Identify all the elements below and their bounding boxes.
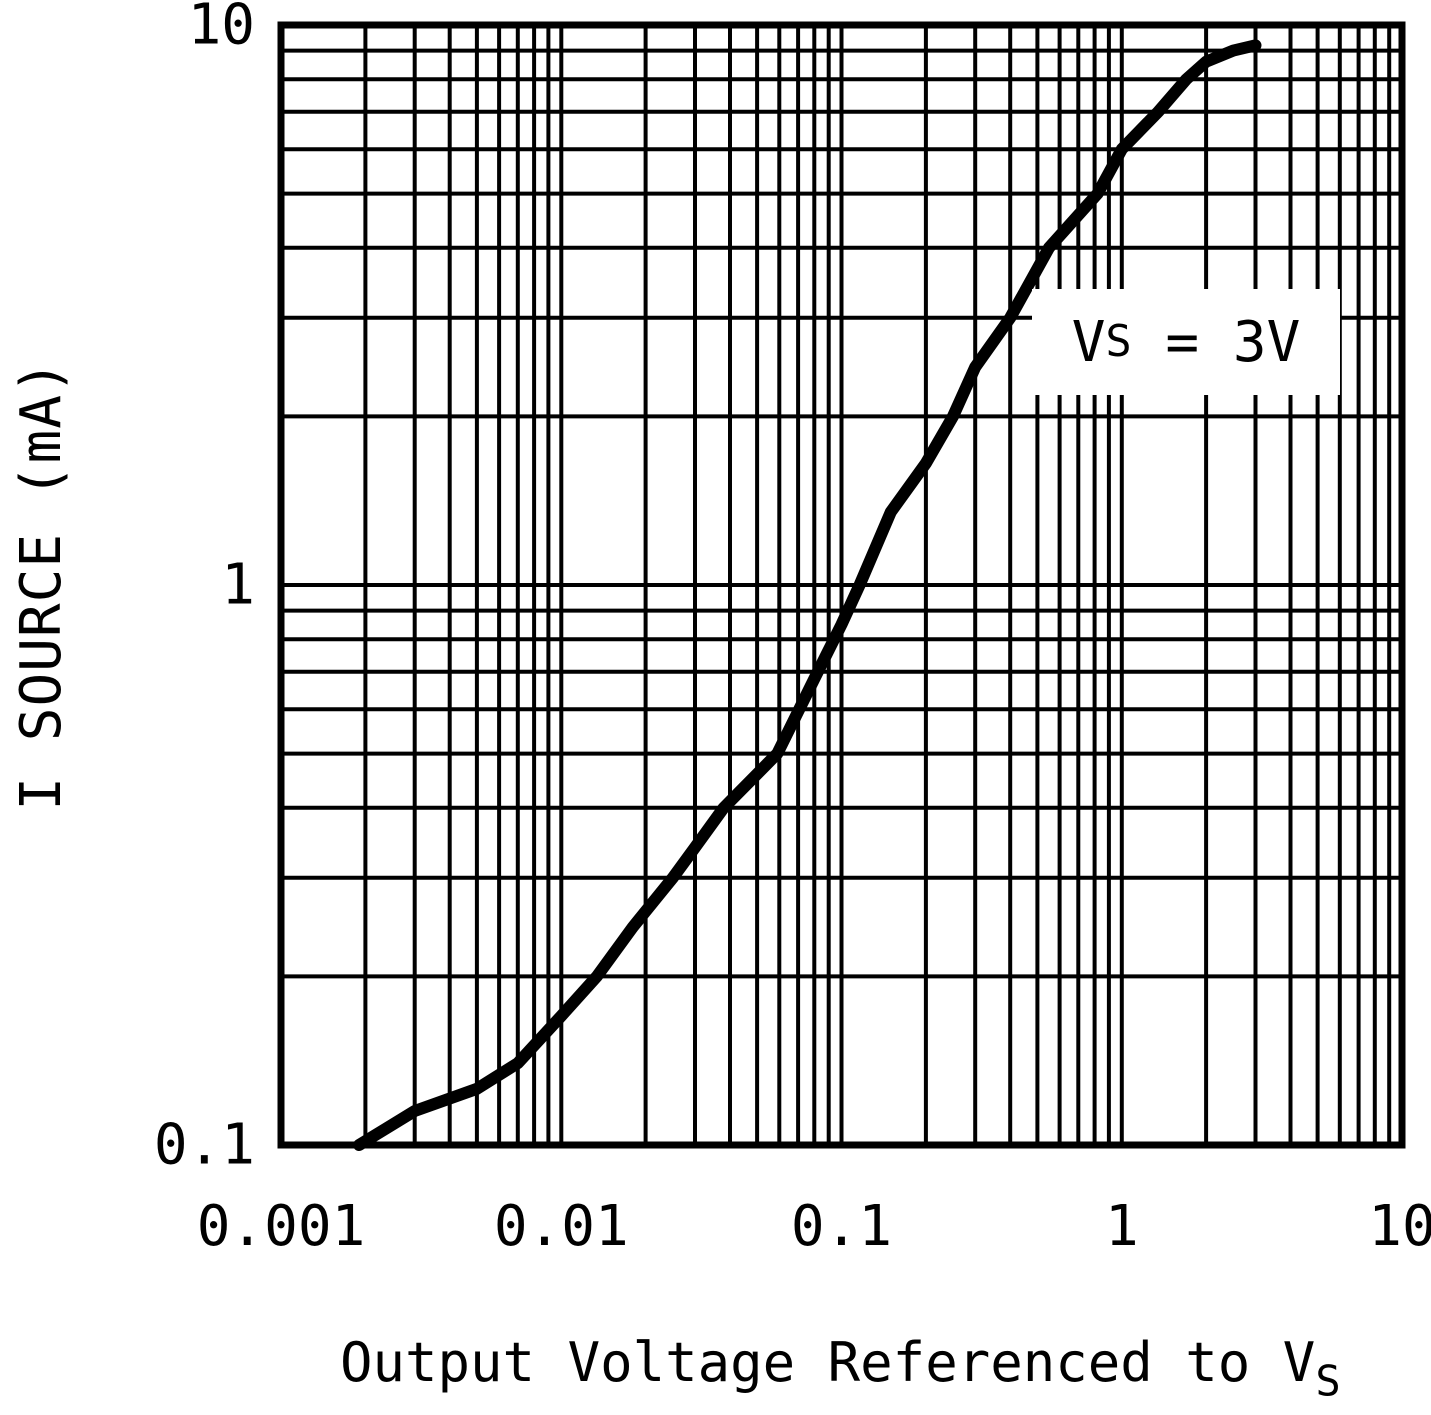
y-axis-title: I SOURCE (mA) <box>9 359 74 811</box>
x-axis-title-text: Output Voltage Referenced to V <box>340 1331 1316 1394</box>
x-tick-label: 1 <box>1105 1194 1139 1259</box>
grid-lines <box>279 23 1404 1147</box>
annotation-post: = 3V <box>1131 309 1301 375</box>
data-curve <box>353 39 1262 1151</box>
annotation-pre: V <box>1071 309 1106 375</box>
y-tick-label: 10 <box>188 0 255 58</box>
x-tick-label: 10 <box>1368 1194 1431 1259</box>
x-axis-title-subscript: S <box>1315 1356 1341 1406</box>
x-tick-label: 0.01 <box>494 1194 629 1259</box>
y-tick-label: 0.1 <box>154 1113 255 1178</box>
x-axis-title: Output Voltage Referenced to VS <box>340 1318 1341 1408</box>
y-tick-label: 1 <box>221 553 255 618</box>
x-tick-label: 0.001 <box>197 1194 366 1259</box>
plot-border <box>277 21 1406 1149</box>
x-tick-label: 0.1 <box>791 1194 892 1259</box>
